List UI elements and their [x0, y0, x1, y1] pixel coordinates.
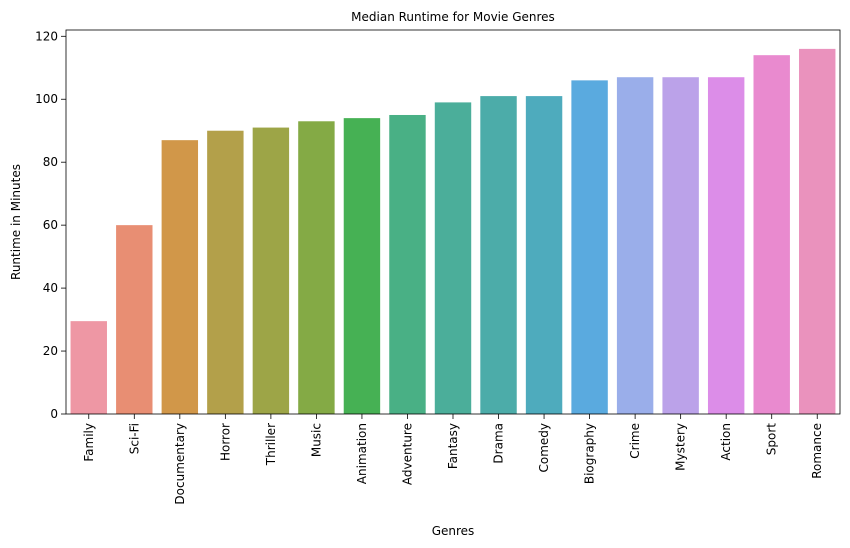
bar-animation — [343, 118, 381, 414]
x-tick-label: Thriller — [264, 423, 278, 466]
x-tick-label: Mystery — [674, 423, 688, 471]
y-axis-label: Runtime in Minutes — [9, 164, 23, 280]
x-tick-label: Music — [309, 423, 323, 457]
bar-sport — [753, 55, 790, 414]
y-axis: 0 20 40 60 80 100 120 — [35, 29, 66, 421]
x-tick-label: Sci-Fi — [127, 423, 141, 454]
bars-group — [70, 48, 836, 415]
x-tick-label: Biography — [583, 423, 597, 484]
x-tick-label: Documentary — [173, 423, 187, 505]
x-tick-label: Comedy — [537, 423, 551, 473]
bar-fantasy — [434, 102, 472, 415]
x-tick-label: Action — [719, 423, 733, 461]
x-tick-label: Adventure — [400, 423, 414, 485]
bar-documentary — [161, 140, 199, 414]
bar-drama — [480, 96, 517, 414]
bar-music — [298, 121, 335, 414]
y-tick-label: 100 — [35, 92, 58, 106]
y-tick-label: 80 — [43, 155, 58, 169]
bar-romance — [799, 48, 836, 414]
y-tick-label: 20 — [43, 344, 58, 358]
bar-mystery — [662, 77, 699, 415]
bar-family — [70, 321, 107, 414]
x-axis-label: Genres — [432, 524, 475, 538]
x-tick-label: Animation — [355, 423, 369, 484]
bar-thriller — [252, 127, 290, 415]
bar-horror — [207, 130, 244, 414]
bar-comedy — [525, 96, 563, 414]
bar-biography — [571, 80, 608, 414]
x-tick-label: Romance — [810, 423, 824, 479]
x-tick-label: Family — [82, 423, 96, 462]
bar-sci-fi — [116, 225, 153, 414]
bar-adventure — [389, 114, 426, 414]
plot-frame — [65, 29, 841, 415]
y-tick-label: 0 — [50, 407, 58, 421]
bar-crime — [616, 77, 654, 415]
bar-action — [707, 77, 745, 415]
x-tick-label: Fantasy — [446, 423, 460, 469]
chart-title: Median Runtime for Movie Genres — [351, 10, 555, 24]
x-tick-label: Crime — [628, 423, 642, 459]
y-tick-label: 40 — [43, 281, 58, 295]
x-tick-label: Sport — [765, 423, 779, 456]
x-tick-label: Drama — [492, 423, 506, 464]
y-tick-label: 60 — [43, 218, 58, 232]
x-axis: Family Sci-Fi Documentary Horror Thriller Mus… — [82, 414, 824, 505]
y-tick-label: 120 — [35, 29, 58, 43]
x-tick-label: Horror — [218, 423, 232, 461]
